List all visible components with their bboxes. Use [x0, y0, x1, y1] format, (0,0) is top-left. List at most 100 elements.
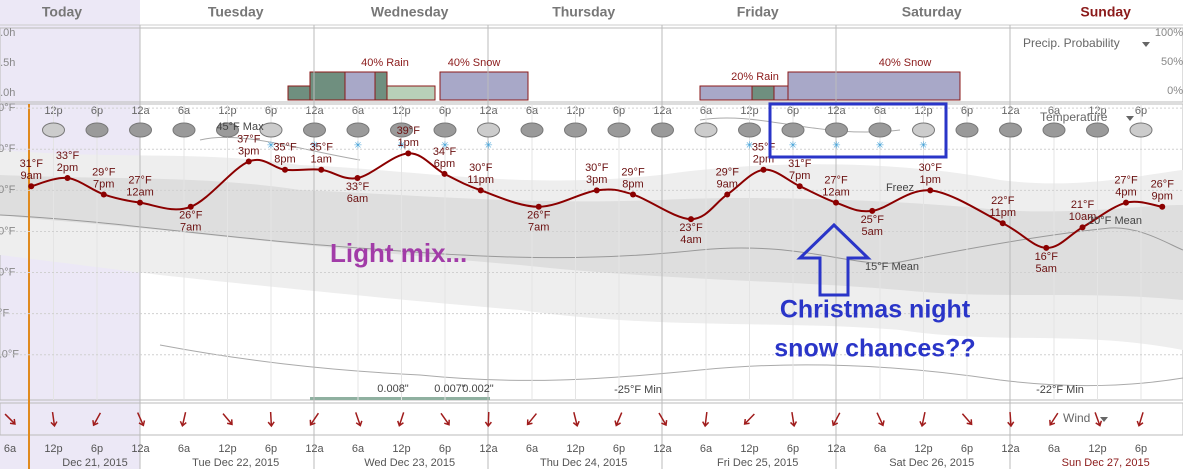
- wind-arrow: [50, 411, 58, 428]
- wind-arrow: [1094, 412, 1103, 427]
- wind-arrow: [179, 412, 187, 428]
- wind-arrow: [526, 413, 537, 426]
- weather-icon: [999, 122, 1022, 138]
- date-label: Thu Dec 24, 2015: [540, 457, 627, 469]
- date-label: Tue Dec 22, 2015: [192, 457, 279, 469]
- weather-icon: [1042, 122, 1066, 138]
- temperature-point: [833, 199, 839, 206]
- temperature-point: [869, 207, 876, 214]
- date-label: Wed Dec 23, 2015: [364, 457, 455, 469]
- snow-icon: ✳: [876, 141, 884, 152]
- weather-icon: [390, 122, 413, 138]
- time-label: 6p: [91, 443, 103, 455]
- time-label: 6p: [439, 443, 451, 455]
- wind-arrow: [4, 413, 16, 425]
- wind-arrow: [572, 412, 580, 428]
- note: snow chances??: [774, 335, 975, 363]
- time-label: 12p: [392, 443, 410, 455]
- weather-icon: [259, 122, 283, 138]
- wind-frame: [0, 402, 1183, 436]
- snow-icon: ✳: [441, 141, 449, 152]
- value-label: 27°F: [128, 175, 152, 187]
- wind-arrow: [658, 412, 668, 427]
- time-label: 4pm: [1115, 187, 1136, 199]
- weather-icon: [42, 122, 65, 138]
- value-label: 27°F: [1114, 175, 1138, 187]
- time-label: 12a: [479, 105, 498, 117]
- time-label: 6a: [1048, 443, 1061, 455]
- snow-icon: ✳: [354, 141, 362, 152]
- value-label: 23°F: [679, 222, 703, 234]
- temperature-point: [688, 216, 694, 223]
- time-label: 9pm: [1152, 191, 1173, 203]
- temperature-point: [630, 191, 636, 198]
- date-label: Sat Dec 26, 2015: [889, 457, 974, 469]
- precip-amount: 0.002": [462, 383, 494, 395]
- precip-tick: 1.0h: [0, 27, 15, 39]
- weather-icon: [564, 122, 587, 138]
- y-tick-label: 40°F: [0, 143, 16, 155]
- weather-icon: [781, 122, 805, 138]
- chart-annotation: 15°F Mean: [865, 261, 919, 273]
- snow-icon: ✳: [789, 141, 797, 152]
- time-label: 12am: [126, 187, 154, 199]
- wind-arrow: [222, 413, 233, 426]
- time-label: 12p: [44, 443, 62, 455]
- day-label: Wednesday: [371, 4, 449, 20]
- snow-icon: ✳: [310, 141, 318, 152]
- time-label: 6p: [1135, 443, 1147, 455]
- wind-arrow: [309, 412, 320, 426]
- precip-amount: 0.007": [434, 383, 466, 395]
- weather-icon: [85, 122, 109, 138]
- value-label: 35°F: [273, 142, 297, 154]
- value-label: 35°F: [310, 142, 334, 154]
- wind-arrow: [1049, 412, 1059, 426]
- time-label: 6p: [613, 443, 625, 455]
- y-tick-label: 10°F: [0, 266, 16, 278]
- precip-tick: 0%: [1167, 85, 1183, 97]
- time-label: 12a: [653, 105, 672, 117]
- temperature-point: [760, 166, 767, 173]
- weather-icon: [825, 122, 848, 138]
- weather-icon: [738, 122, 761, 138]
- wind-arrow: [484, 411, 492, 428]
- highlight-box: [768, 102, 948, 159]
- time-label: 12a: [305, 105, 324, 117]
- time-label: 6a: [178, 443, 191, 455]
- panel-title[interactable]: Wind: [1063, 411, 1090, 425]
- value-label: 37°F: [237, 133, 261, 145]
- time-label: 12a: [827, 105, 846, 117]
- wind-arrow: [1136, 412, 1144, 427]
- day-label: Thursday: [552, 4, 615, 20]
- precip-annotation: 40% Snow: [879, 57, 932, 69]
- panel-title[interactable]: Precip. Probability: [1023, 36, 1120, 50]
- time-label: 12p: [914, 443, 932, 455]
- time-label: 12a: [131, 105, 150, 117]
- day-label: Saturday: [902, 4, 962, 20]
- value-label: 39°F: [397, 125, 421, 137]
- wind-arrow: [919, 411, 927, 428]
- day-label: Friday: [737, 4, 779, 20]
- time-label: 12p: [218, 443, 236, 455]
- value-label: 34°F: [433, 146, 457, 158]
- temp-frame: [0, 103, 1183, 401]
- header-bg: [140, 0, 1183, 25]
- wind-arrow: [876, 412, 885, 427]
- weather-icon: [129, 122, 152, 138]
- value-label: 22°F: [991, 195, 1015, 207]
- wind-arrow: [789, 411, 798, 428]
- value-label: 33°F: [56, 150, 80, 162]
- value-label: 31°F: [20, 158, 44, 170]
- precip-frame: [0, 27, 1183, 103]
- time-label: 2pm: [57, 162, 78, 174]
- time-label: 12a: [827, 443, 846, 455]
- time-label: 11pm: [467, 174, 494, 186]
- wind-arrow: [702, 411, 710, 428]
- wind-arrow: [961, 413, 973, 426]
- day-label: Tuesday: [208, 4, 264, 20]
- value-label: 33°F: [346, 181, 370, 193]
- wind-arrow: [1007, 411, 1015, 428]
- panel-title[interactable]: Temperature: [1040, 110, 1108, 124]
